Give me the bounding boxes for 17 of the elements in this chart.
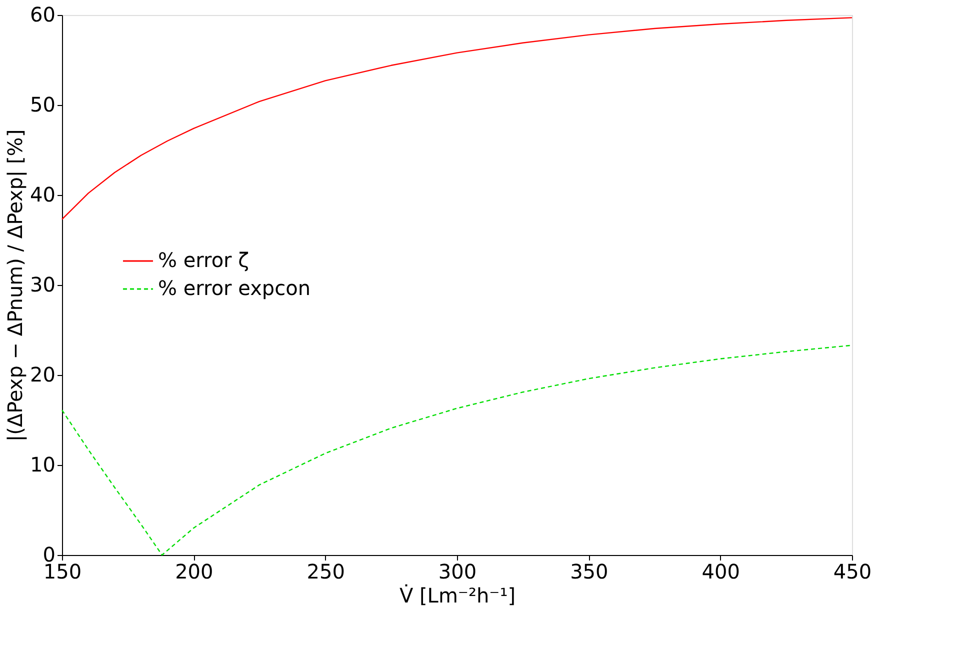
y-axis-title: |(ΔPexp − ΔPnum) / ΔPexp| [%] (3, 129, 28, 442)
y-tick-label: 40 (30, 182, 56, 206)
y-tick-label: 60 (30, 2, 56, 26)
y-tick-label: 50 (30, 92, 56, 116)
y-tick-label: 20 (30, 362, 56, 386)
x-tick-label: 350 (570, 560, 608, 584)
y-tick-label: 30 (30, 272, 56, 296)
x-tick-label: 300 (438, 560, 477, 584)
y-tick-label: 10 (30, 452, 56, 476)
x-tick-label: 400 (702, 560, 740, 584)
x-axis-title: V̇ [Lm⁻²h⁻¹] (399, 584, 516, 608)
legend-label: % error ζ (158, 248, 250, 272)
x-tick-label: 250 (306, 560, 345, 584)
line-series (61, 17, 853, 220)
legend-label: % error expcon (158, 276, 311, 300)
x-tick-label: 200 (175, 560, 214, 584)
x-tick-label: 450 (833, 560, 872, 584)
